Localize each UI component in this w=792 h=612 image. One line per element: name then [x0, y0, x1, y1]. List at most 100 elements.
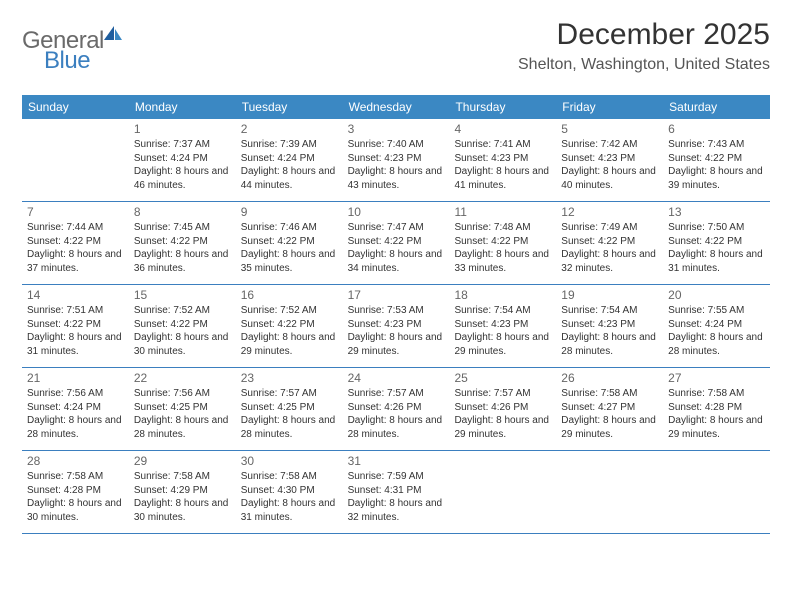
day-info: Sunrise: 7:57 AMSunset: 4:26 PMDaylight:…: [348, 387, 445, 441]
day-number: 14: [27, 288, 124, 302]
day-info: Sunrise: 7:54 AMSunset: 4:23 PMDaylight:…: [561, 304, 658, 358]
weekday-header: Monday: [129, 95, 236, 119]
calendar: SundayMondayTuesdayWednesdayThursdayFrid…: [22, 95, 770, 534]
calendar-day: [22, 119, 129, 201]
day-info: Sunrise: 7:46 AMSunset: 4:22 PMDaylight:…: [241, 221, 338, 275]
calendar-day: 10Sunrise: 7:47 AMSunset: 4:22 PMDayligh…: [343, 202, 450, 284]
day-number: 31: [348, 454, 445, 468]
calendar-day: [663, 451, 770, 533]
header: General Blue December 2025 Shelton, Wash…: [22, 18, 770, 83]
day-number: 17: [348, 288, 445, 302]
calendar-day: 1 Sunrise: 7:37 AMSunset: 4:24 PMDaylight…: [129, 119, 236, 201]
calendar-day: 31 Sunrise: 7:59 AMSunset: 4:31 PMDayligh…: [343, 451, 450, 533]
day-info: Sunrise: 7:52 AMSunset: 4:22 PMDaylight:…: [134, 304, 231, 358]
day-number: 28: [27, 454, 124, 468]
day-number: 8: [134, 205, 231, 219]
day-number: 10: [348, 205, 445, 219]
day-info: Sunrise: 7:41 AMSunset: 4:23 PMDaylight:…: [454, 138, 551, 192]
calendar-day: 11 Sunrise: 7:48 AMSunset: 4:22 PMDayligh…: [449, 202, 556, 284]
calendar-day: 4 Sunrise: 7:41 AMSunset: 4:23 PMDaylight…: [449, 119, 556, 201]
calendar-day: 21 Sunrise: 7:56 AMSunset: 4:24 PMDayligh…: [22, 368, 129, 450]
calendar-day: 7 Sunrise: 7:44 AMSunset: 4:22 PMDaylight…: [22, 202, 129, 284]
calendar-day: 5Sunrise: 7:42 AMSunset: 4:23 PMDaylight…: [556, 119, 663, 201]
calendar-week: 21 Sunrise: 7:56 AMSunset: 4:24 PMDayligh…: [22, 368, 770, 451]
calendar-week: 7 Sunrise: 7:44 AMSunset: 4:22 PMDaylight…: [22, 202, 770, 285]
calendar-day: 22 Sunrise: 7:56 AMSunset: 4:25 PMDayligh…: [129, 368, 236, 450]
day-number: 19: [561, 288, 658, 302]
location: Shelton, Washington, United States: [518, 56, 770, 74]
calendar-day: 28 Sunrise: 7:58 AMSunset: 4:28 PMDayligh…: [22, 451, 129, 533]
weekday-header: Friday: [556, 95, 663, 119]
day-number: 7: [27, 205, 124, 219]
calendar-day: 17 Sunrise: 7:53 AMSunset: 4:23 PMDayligh…: [343, 285, 450, 367]
calendar-day: 30Sunrise: 7:58 AMSunset: 4:30 PMDayligh…: [236, 451, 343, 533]
month-title: December 2025: [518, 18, 770, 52]
day-number: 27: [668, 371, 765, 385]
day-number: 5: [561, 122, 658, 136]
day-info: Sunrise: 7:44 AMSunset: 4:22 PMDaylight:…: [27, 221, 124, 275]
day-number: 26: [561, 371, 658, 385]
day-info: Sunrise: 7:57 AMSunset: 4:25 PMDaylight:…: [241, 387, 338, 441]
day-number: 11: [454, 205, 551, 219]
day-number: 20: [668, 288, 765, 302]
logo-sail-icon: [102, 24, 124, 42]
day-info: Sunrise: 7:51 AMSunset: 4:22 PMDaylight:…: [27, 304, 124, 358]
calendar-day: [556, 451, 663, 533]
calendar-day: 26 Sunrise: 7:58 AMSunset: 4:27 PMDayligh…: [556, 368, 663, 450]
calendar-day: 19 Sunrise: 7:54 AMSunset: 4:23 PMDayligh…: [556, 285, 663, 367]
day-number: 13: [668, 205, 765, 219]
day-info: Sunrise: 7:53 AMSunset: 4:23 PMDaylight:…: [348, 304, 445, 358]
day-number: 2: [241, 122, 338, 136]
day-number: 9: [241, 205, 338, 219]
calendar-day: 12 Sunrise: 7:49 AMSunset: 4:22 PMDayligh…: [556, 202, 663, 284]
weekday-header: Thursday: [449, 95, 556, 119]
day-info: Sunrise: 7:59 AMSunset: 4:31 PMDaylight:…: [348, 470, 445, 524]
day-info: Sunrise: 7:54 AMSunset: 4:23 PMDaylight:…: [454, 304, 551, 358]
day-number: 16: [241, 288, 338, 302]
day-number: 21: [27, 371, 124, 385]
day-info: Sunrise: 7:58 AMSunset: 4:28 PMDaylight:…: [27, 470, 124, 524]
calendar-week: 28 Sunrise: 7:58 AMSunset: 4:28 PMDayligh…: [22, 451, 770, 534]
calendar-day: [449, 451, 556, 533]
day-info: Sunrise: 7:40 AMSunset: 4:23 PMDaylight:…: [348, 138, 445, 192]
logo: General Blue: [22, 24, 124, 83]
calendar-day: 24Sunrise: 7:57 AMSunset: 4:26 PMDayligh…: [343, 368, 450, 450]
day-info: Sunrise: 7:57 AMSunset: 4:26 PMDaylight:…: [454, 387, 551, 441]
day-info: Sunrise: 7:37 AMSunset: 4:24 PMDaylight:…: [134, 138, 231, 192]
day-number: 6: [668, 122, 765, 136]
day-number: 4: [454, 122, 551, 136]
calendar-day: 6 Sunrise: 7:43 AMSunset: 4:22 PMDaylight…: [663, 119, 770, 201]
day-info: Sunrise: 7:48 AMSunset: 4:22 PMDaylight:…: [454, 221, 551, 275]
day-number: 22: [134, 371, 231, 385]
calendar-day: 29 Sunrise: 7:58 AMSunset: 4:29 PMDayligh…: [129, 451, 236, 533]
day-info: Sunrise: 7:39 AMSunset: 4:24 PMDaylight:…: [241, 138, 338, 192]
weekday-header: Wednesday: [343, 95, 450, 119]
calendar-day: 23 Sunrise: 7:57 AMSunset: 4:25 PMDayligh…: [236, 368, 343, 450]
day-info: Sunrise: 7:58 AMSunset: 4:29 PMDaylight:…: [134, 470, 231, 524]
day-number: 1: [134, 122, 231, 136]
calendar-day: 18Sunrise: 7:54 AMSunset: 4:23 PMDayligh…: [449, 285, 556, 367]
day-info: Sunrise: 7:50 AMSunset: 4:22 PMDaylight:…: [668, 221, 765, 275]
calendar-day: 25 Sunrise: 7:57 AMSunset: 4:26 PMDayligh…: [449, 368, 556, 450]
day-number: 29: [134, 454, 231, 468]
day-number: 12: [561, 205, 658, 219]
day-number: 23: [241, 371, 338, 385]
day-info: Sunrise: 7:49 AMSunset: 4:22 PMDaylight:…: [561, 221, 658, 275]
calendar-day: 15Sunrise: 7:52 AMSunset: 4:22 PMDayligh…: [129, 285, 236, 367]
day-info: Sunrise: 7:56 AMSunset: 4:24 PMDaylight:…: [27, 387, 124, 441]
weekday-row: SundayMondayTuesdayWednesdayThursdayFrid…: [22, 95, 770, 119]
day-info: Sunrise: 7:58 AMSunset: 4:28 PMDaylight:…: [668, 387, 765, 441]
day-info: Sunrise: 7:58 AMSunset: 4:30 PMDaylight:…: [241, 470, 338, 524]
day-number: 3: [348, 122, 445, 136]
calendar-week: 1 Sunrise: 7:37 AMSunset: 4:24 PMDaylight…: [22, 119, 770, 202]
calendar-day: 13 Sunrise: 7:50 AMSunset: 4:22 PMDayligh…: [663, 202, 770, 284]
day-info: Sunrise: 7:56 AMSunset: 4:25 PMDaylight:…: [134, 387, 231, 441]
day-info: Sunrise: 7:58 AMSunset: 4:27 PMDaylight:…: [561, 387, 658, 441]
title-block: December 2025 Shelton, Washington, Unite…: [518, 18, 770, 74]
day-info: Sunrise: 7:43 AMSunset: 4:22 PMDaylight:…: [668, 138, 765, 192]
calendar-body: 1 Sunrise: 7:37 AMSunset: 4:24 PMDaylight…: [22, 119, 770, 534]
day-number: 25: [454, 371, 551, 385]
calendar-day: 14 Sunrise: 7:51 AMSunset: 4:22 PMDayligh…: [22, 285, 129, 367]
weekday-header: Sunday: [22, 95, 129, 119]
logo-text-blue: Blue: [44, 47, 90, 74]
